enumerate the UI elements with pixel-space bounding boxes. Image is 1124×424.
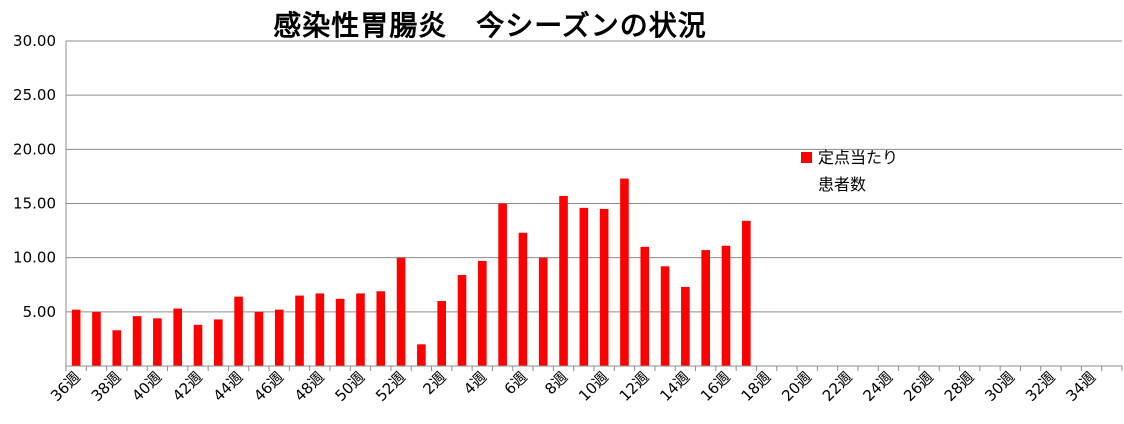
bar <box>274 309 284 366</box>
axes <box>65 41 1123 371</box>
x-tick-label: 12週 <box>616 368 653 405</box>
x-tick-label: 34週 <box>1063 368 1100 405</box>
bar <box>498 203 507 366</box>
x-tick-label: 40週 <box>128 368 165 405</box>
bar <box>599 208 609 366</box>
y-tick-label: 15.00 <box>13 195 56 213</box>
x-tick-label: 24週 <box>859 368 896 405</box>
x-tick-label: 46週 <box>250 368 287 405</box>
x-tick-label: 50週 <box>331 368 368 405</box>
x-tick-label: 52週 <box>372 368 409 405</box>
y-tick-label: 30.00 <box>13 32 56 50</box>
gridlines <box>66 40 1122 313</box>
x-tick-label: 20週 <box>778 368 815 405</box>
x-tick-label: 2週 <box>419 368 449 398</box>
bar <box>721 245 731 366</box>
y-tick-labels: 5.00 10.00 15.00 20.00 25.00 30.00 <box>13 32 56 321</box>
bar <box>701 250 710 366</box>
x-tick-label: 32週 <box>1022 368 1059 405</box>
bar <box>457 275 467 366</box>
x-tick-label: 6週 <box>501 368 531 398</box>
bar <box>173 308 182 366</box>
bar <box>417 344 426 366</box>
x-tick-label: 4週 <box>460 368 490 398</box>
bar <box>660 266 670 366</box>
bar <box>254 311 264 366</box>
bar <box>640 246 650 366</box>
bar <box>681 286 690 366</box>
bar <box>376 291 386 366</box>
legend: 定点当たり 患者数 <box>801 148 898 194</box>
legend-label-line1: 定点当たり <box>818 148 898 167</box>
bar <box>356 293 365 366</box>
x-tick-label: 16週 <box>697 368 734 405</box>
x-tick-label: 18週 <box>738 368 775 405</box>
bar <box>538 257 548 366</box>
bar <box>437 301 446 366</box>
x-tick-label: 14週 <box>656 368 693 405</box>
x-tick-label: 44週 <box>210 368 247 405</box>
x-tick-label: 30週 <box>981 368 1018 405</box>
x-tick-label: 26週 <box>900 368 937 405</box>
bar <box>478 260 487 366</box>
bar <box>579 207 589 366</box>
bar <box>335 298 345 366</box>
y-tick-label: 20.00 <box>13 140 56 158</box>
x-tick-label: 38週 <box>88 368 125 405</box>
bar <box>234 296 243 366</box>
x-tick-label: 36週 <box>47 368 84 405</box>
y-tick-label: 5.00 <box>23 303 56 321</box>
bar <box>315 293 325 366</box>
bar <box>71 309 81 366</box>
x-tick-label: 22週 <box>819 368 856 405</box>
x-tick-label: 48週 <box>291 368 328 405</box>
bar <box>132 316 142 366</box>
bar <box>620 178 629 366</box>
bar <box>396 257 406 366</box>
bar <box>153 318 162 366</box>
bar <box>295 295 304 366</box>
chart-title: 感染性胃腸炎 今シーズンの状況 <box>273 9 707 42</box>
y-tick-label: 25.00 <box>13 86 56 104</box>
x-tick-label: 42週 <box>169 368 206 405</box>
y-tick-label: 10.00 <box>13 249 56 267</box>
x-tick-label: 10週 <box>575 368 612 405</box>
bar <box>214 319 223 366</box>
bar <box>742 220 751 366</box>
x-tick-label: 8週 <box>541 368 571 398</box>
legend-label-line2: 患者数 <box>818 175 866 194</box>
legend-swatch <box>801 152 812 163</box>
bar <box>193 324 203 366</box>
x-tick-labels: 36週 38週 40週 42週 44週 46週 48週 50週 52週 2週 4週 6週 8週 10週 12… <box>47 368 1099 405</box>
bar <box>559 195 568 366</box>
bar <box>518 232 528 366</box>
bar <box>92 311 101 366</box>
bars <box>71 178 751 366</box>
x-tick-label: 28週 <box>941 368 978 405</box>
bar <box>112 330 122 366</box>
